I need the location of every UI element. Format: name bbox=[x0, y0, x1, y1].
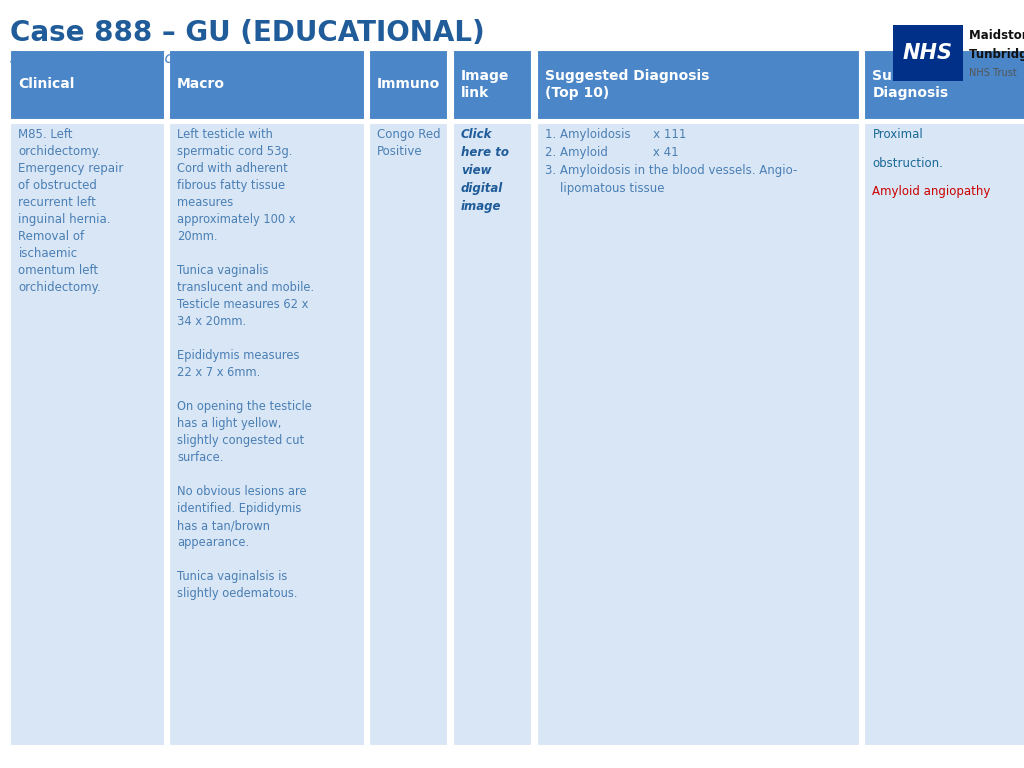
Text: obstruction.: obstruction. bbox=[872, 157, 943, 170]
FancyBboxPatch shape bbox=[453, 123, 531, 745]
Text: Tunbridge Wells: Tunbridge Wells bbox=[969, 48, 1024, 61]
Text: Submitted
Diagnosis: Submitted Diagnosis bbox=[872, 69, 953, 100]
Text: Proximal: Proximal bbox=[872, 128, 924, 141]
Text: NHS Trust: NHS Trust bbox=[969, 68, 1017, 78]
Text: 1. Amyloidosis      x 111
2. Amyloid            x 41
3. Amyloidosis in the blood: 1. Amyloidosis x 111 2. Amyloid x 41 3. … bbox=[545, 128, 797, 195]
Text: NHS: NHS bbox=[903, 43, 952, 63]
Text: Image
link: Image link bbox=[461, 69, 509, 100]
Text: M85. Left
orchidectomy.
Emergency repair
of obstructed
recurrent left
inguinal h: M85. Left orchidectomy. Emergency repair… bbox=[18, 128, 124, 294]
FancyBboxPatch shape bbox=[369, 50, 447, 119]
Text: Macro: Macro bbox=[177, 78, 225, 91]
Text: Immuno: Immuno bbox=[377, 78, 440, 91]
Text: Congo Red
Positive: Congo Red Positive bbox=[377, 128, 440, 158]
FancyBboxPatch shape bbox=[537, 123, 859, 745]
FancyBboxPatch shape bbox=[369, 123, 447, 745]
FancyBboxPatch shape bbox=[864, 50, 1024, 119]
FancyBboxPatch shape bbox=[169, 50, 364, 119]
Text: Suggested Diagnosis
(Top 10): Suggested Diagnosis (Top 10) bbox=[545, 69, 710, 100]
FancyBboxPatch shape bbox=[169, 123, 364, 745]
Text: Case 888 – GU (EDUCATIONAL): Case 888 – GU (EDUCATIONAL) bbox=[10, 19, 485, 47]
FancyBboxPatch shape bbox=[453, 50, 531, 119]
Text: Specimen: Spermatic cord: Specimen: Spermatic cord bbox=[10, 51, 212, 67]
Text: Clinical: Clinical bbox=[18, 78, 75, 91]
Text: Left testicle with
spermatic cord 53g.
Cord with adherent
fibrous fatty tissue
m: Left testicle with spermatic cord 53g. C… bbox=[177, 128, 314, 601]
Text: Maidstone and: Maidstone and bbox=[969, 29, 1024, 42]
FancyBboxPatch shape bbox=[10, 50, 164, 119]
FancyBboxPatch shape bbox=[864, 123, 1024, 745]
FancyBboxPatch shape bbox=[893, 25, 963, 81]
Text: Click
here to
view
digital
image: Click here to view digital image bbox=[461, 128, 509, 214]
FancyBboxPatch shape bbox=[537, 50, 859, 119]
Text: Amyloid angiopathy: Amyloid angiopathy bbox=[872, 185, 991, 198]
FancyBboxPatch shape bbox=[10, 123, 164, 745]
